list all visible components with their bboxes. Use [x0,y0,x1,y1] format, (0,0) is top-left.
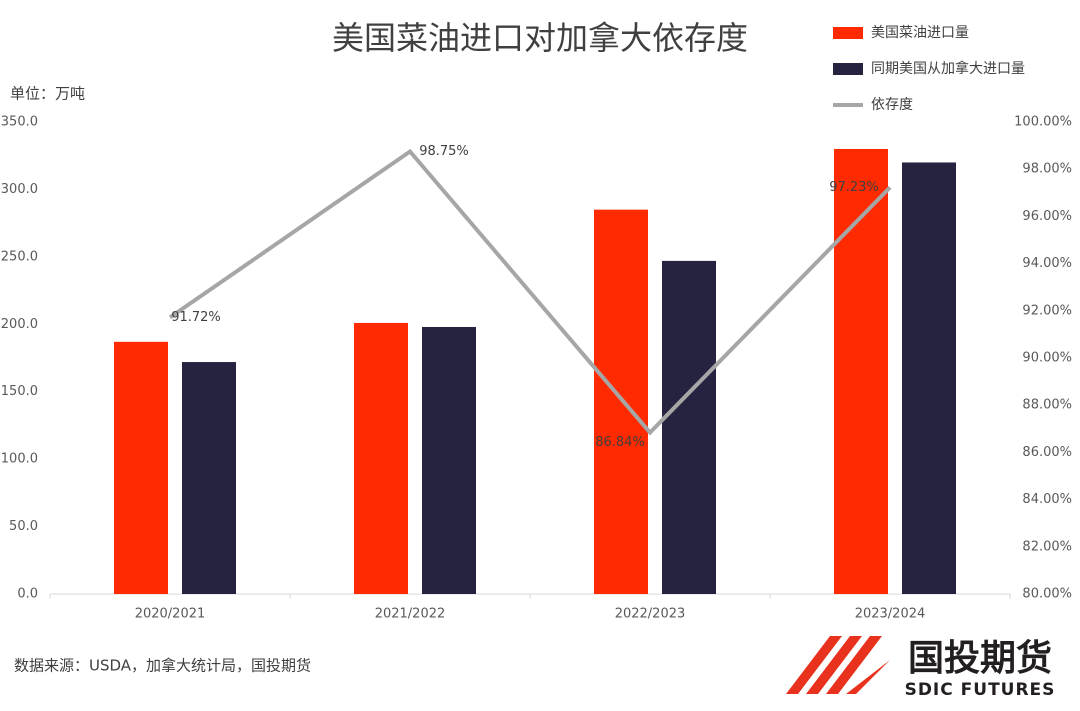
y2-tick-label: 88.00% [1022,398,1072,413]
data-label: 86.84% [595,435,645,450]
y2-tick-label: 82.00% [1022,539,1072,554]
x-tick-label: 2020/2021 [135,607,206,622]
y-tick-label: 200.0 [1,317,38,332]
legend-label: 依存度 [871,97,913,113]
x-tick-label: 2022/2023 [615,607,686,622]
x-tick-label: 2023/2024 [855,607,926,622]
logo-stripe [846,660,890,694]
legend-swatch [833,27,863,39]
line-series [168,148,892,436]
y2-tick-label: 98.00% [1022,162,1072,177]
logo-stripe [826,636,882,694]
logo-name-en: SDIC FUTURES [905,680,1056,700]
y2-tick-label: 86.00% [1022,445,1072,460]
y-tick-label: 50.0 [9,519,38,534]
bar [662,260,716,594]
data-label: 91.72% [171,310,221,325]
legend-label: 美国菜油进口量 [871,25,969,41]
unit-label: 单位：万吨 [10,85,85,103]
source-note: 数据来源：USDA，加拿大统计局，国投期货 [14,657,311,675]
y2-tick-label: 90.00% [1022,351,1072,366]
y2-tick-label: 80.00% [1022,587,1072,602]
y-tick-label: 250.0 [1,249,38,264]
bar [902,162,956,594]
bar [422,326,476,594]
y-tick-label: 300.0 [1,182,38,197]
y2-tick-label: 84.00% [1022,492,1072,507]
bar [182,362,236,594]
y-tick-label: 100.0 [1,452,38,467]
data-label: 98.75% [419,144,469,159]
legend-swatch [833,63,863,75]
x-tick-label: 2021/2022 [375,607,446,622]
bar [834,148,888,594]
legend-label: 同期美国从加拿大进口量 [871,60,1025,77]
logo-stripe [786,636,842,694]
y2-tick-label: 96.00% [1022,209,1072,224]
logo-name: 国投期货 [908,638,1052,679]
y2-tick-label: 94.00% [1022,256,1072,271]
logo: 国投期货 SDIC FUTURES [786,636,1056,700]
y2-tick-label: 100.00% [1014,115,1072,130]
y-tick-label: 350.0 [1,115,38,130]
y2-tick-label: 92.00% [1022,303,1072,318]
data-label: 97.23% [829,180,879,195]
bar [594,209,648,594]
y-tick-label: 150.0 [1,384,38,399]
logo-stripe [806,636,862,694]
y-tick-label: 0.0 [17,587,38,602]
bar [354,322,408,594]
bar [114,341,168,594]
chart-title: 美国菜油进口对加拿大依存度 [332,19,748,57]
